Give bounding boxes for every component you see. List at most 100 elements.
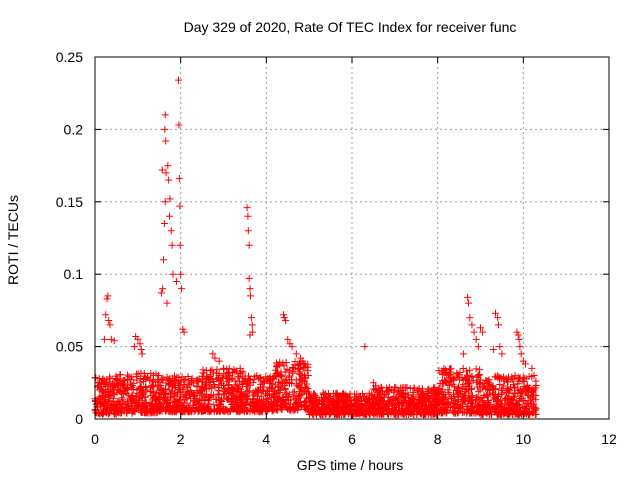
data-point (466, 366, 474, 374)
data-point (342, 404, 350, 412)
data-point (421, 410, 429, 418)
data-point (271, 366, 279, 374)
data-point (319, 411, 327, 419)
data-point (521, 360, 529, 368)
data-point (459, 409, 467, 417)
data-point (170, 382, 178, 390)
data-point (162, 137, 170, 145)
data-point (281, 377, 289, 385)
data-point (496, 343, 504, 351)
grid-lines (95, 57, 609, 419)
data-point (158, 166, 166, 174)
data-point (183, 407, 191, 415)
data-point (188, 379, 196, 387)
data-point (182, 391, 190, 399)
data-point (141, 393, 149, 401)
data-point (273, 401, 281, 409)
data-point (287, 376, 295, 384)
data-point (186, 386, 194, 394)
data-point (390, 396, 398, 404)
data-point (253, 392, 261, 400)
data-point (515, 377, 523, 385)
data-point (493, 372, 501, 380)
data-point (191, 398, 199, 406)
data-point (532, 391, 540, 399)
data-point (282, 400, 290, 408)
data-point (137, 345, 145, 353)
data-point (387, 408, 395, 416)
data-point (175, 373, 183, 381)
data-point (530, 372, 538, 380)
data-point (516, 343, 524, 351)
data-point (246, 292, 254, 300)
data-point (104, 292, 112, 300)
data-point (409, 389, 417, 397)
data-point (205, 400, 213, 408)
data-point (273, 362, 281, 370)
data-point (329, 390, 337, 398)
data-point (138, 389, 146, 397)
data-point (383, 410, 391, 418)
data-point (513, 328, 521, 336)
data-point (260, 383, 268, 391)
data-point (521, 385, 529, 393)
data-point (475, 372, 483, 380)
data-point (467, 407, 475, 415)
data-point (202, 366, 210, 374)
data-point (265, 399, 273, 407)
data-point (300, 402, 308, 410)
data-point (147, 407, 155, 415)
data-point (528, 364, 536, 372)
data-point (410, 407, 418, 415)
data-point (263, 388, 271, 396)
data-point (239, 368, 247, 376)
data-point (479, 328, 487, 336)
data-point (102, 311, 110, 319)
data-point (458, 374, 466, 382)
data-point (149, 382, 157, 390)
data-point (366, 400, 374, 408)
data-point (297, 375, 305, 383)
data-point (107, 381, 115, 389)
data-point (256, 396, 264, 404)
data-point (203, 379, 211, 387)
data-point (133, 372, 141, 380)
data-point (301, 378, 309, 386)
data-point (289, 393, 297, 401)
data-point (312, 404, 320, 412)
data-point (359, 411, 367, 419)
data-point (417, 409, 425, 417)
data-point (169, 383, 177, 391)
data-point (289, 363, 297, 371)
data-point (515, 335, 523, 343)
data-point (220, 407, 228, 415)
data-point (358, 396, 366, 404)
data-point (148, 381, 156, 389)
data-point (176, 202, 184, 210)
data-point (241, 372, 249, 380)
data-point (467, 397, 475, 405)
data-point (162, 169, 170, 177)
data-point (272, 389, 280, 397)
data-point (435, 399, 443, 407)
data-point (246, 285, 254, 293)
data-point (319, 398, 327, 406)
data-point (519, 397, 527, 405)
data-point (213, 401, 221, 409)
data-point (229, 386, 237, 394)
data-point (136, 384, 144, 392)
data-point (172, 277, 180, 285)
data-point (442, 366, 450, 374)
data-point (130, 343, 138, 351)
data-point (274, 393, 282, 401)
data-point (472, 335, 480, 343)
data-point (147, 392, 155, 400)
data-point (157, 376, 165, 384)
data-point (100, 376, 108, 384)
data-point (198, 382, 206, 390)
data-point (96, 410, 104, 418)
data-point (514, 373, 522, 381)
data-point (489, 345, 497, 353)
data-point (283, 393, 291, 401)
